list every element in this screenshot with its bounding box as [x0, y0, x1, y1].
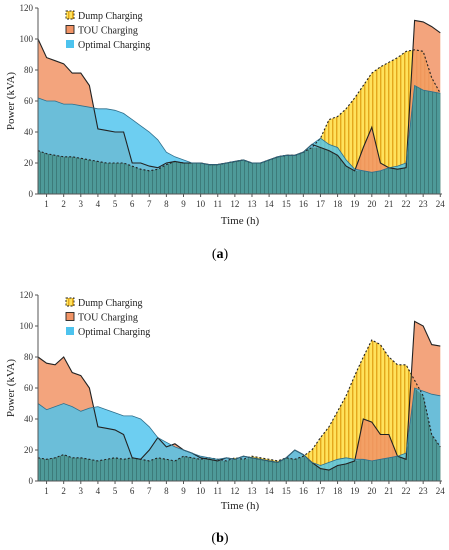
- legend-optimal-charging: Optimal Charging: [66, 327, 150, 338]
- y-tick-label: 120: [20, 290, 34, 300]
- x-tick-label: 3: [79, 486, 84, 496]
- legend-swatch: [66, 327, 74, 335]
- x-tick-label: 11: [213, 199, 222, 209]
- y-tick-label: 40: [24, 414, 34, 424]
- x-tick-label: 1: [44, 486, 49, 496]
- panel-label: (a): [212, 247, 229, 262]
- legend-tou-charging: TOU Charging: [65, 312, 138, 324]
- x-tick-label: 19: [350, 486, 360, 496]
- x-tick-label: 7: [147, 199, 152, 209]
- panel-label: (b): [211, 531, 228, 546]
- legend-label: TOU Charging: [78, 313, 138, 324]
- x-tick-label: 16: [299, 199, 309, 209]
- x-tick-label: 13: [247, 486, 257, 496]
- dump-charging-line: [37, 339, 441, 462]
- x-tick-label: 11: [213, 486, 222, 496]
- optimal-charging-line: [37, 84, 441, 173]
- common-load-area: [38, 85, 441, 194]
- x-tick-label: 4: [96, 486, 101, 496]
- x-tick-label: 12: [230, 486, 239, 496]
- legend-label: TOU Charging: [78, 26, 138, 37]
- x-tick-label: 15: [282, 199, 292, 209]
- y-tick-label: 60: [24, 96, 34, 106]
- legend-label: Optimal Charging: [78, 327, 150, 338]
- y-tick-label: 20: [24, 445, 34, 455]
- y-axis-title: Power (kVA): [5, 72, 17, 130]
- x-tick-label: 14: [265, 199, 275, 209]
- x-tick-label: 16: [299, 486, 309, 496]
- x-tick-label: 20: [367, 199, 377, 209]
- x-tick-label: 15: [282, 486, 292, 496]
- x-tick-label: 18: [333, 486, 343, 496]
- x-tick-label: 9: [181, 486, 186, 496]
- x-tick-label: 3: [79, 199, 84, 209]
- legend-label: Optimal Charging: [78, 40, 150, 51]
- x-tick-label: 21: [384, 486, 393, 496]
- x-tick-label: 22: [402, 486, 411, 496]
- legend-swatch: [66, 40, 74, 48]
- x-tick-label: 5: [113, 486, 118, 496]
- x-tick-label: 8: [164, 486, 169, 496]
- x-tick-label: 9: [181, 199, 186, 209]
- legend-dump-charging: Dump Charging: [65, 10, 143, 22]
- common-load-area: [38, 388, 441, 481]
- x-tick-label: 23: [419, 199, 429, 209]
- x-tick-label: 23: [419, 486, 429, 496]
- x-tick-label: 5: [113, 199, 118, 209]
- legend-dump-charging: Dump Charging: [65, 297, 143, 309]
- x-tick-label: 17: [316, 199, 326, 209]
- x-tick-label: 10: [196, 199, 206, 209]
- legend-label: Dump Charging: [78, 298, 143, 309]
- y-tick-label: 80: [24, 65, 34, 75]
- legend-label: Dump Charging: [78, 11, 143, 22]
- x-tick-label: 18: [333, 199, 343, 209]
- y-axis-title: Power (kVA): [5, 359, 17, 417]
- x-tick-label: 19: [350, 199, 360, 209]
- optimal-charging-area: [38, 388, 441, 481]
- x-tick-label: 13: [247, 199, 257, 209]
- x-tick-label: 2: [61, 199, 66, 209]
- legend-swatch: [65, 10, 75, 20]
- dump-charging-area: [38, 340, 441, 481]
- x-axis-title: Time (h): [221, 500, 260, 512]
- x-tick-label: 12: [230, 199, 239, 209]
- x-axis-title: Time (h): [221, 215, 260, 227]
- y-tick-label: 100: [20, 321, 34, 331]
- x-tick-label: 14: [265, 486, 275, 496]
- legend-swatch: [65, 297, 75, 307]
- y-tick-label: 0: [29, 476, 34, 486]
- y-tick-label: 60: [24, 383, 34, 393]
- x-tick-label: 4: [96, 199, 101, 209]
- x-tick-label: 7: [147, 486, 152, 496]
- y-tick-label: 100: [20, 34, 34, 44]
- x-tick-label: 22: [402, 199, 411, 209]
- x-tick-label: 1: [44, 199, 49, 209]
- y-tick-label: 120: [20, 3, 34, 13]
- x-tick-label: 6: [130, 486, 135, 496]
- x-tick-label: 6: [130, 199, 135, 209]
- x-tick-label: 8: [164, 199, 169, 209]
- legend-swatch: [65, 25, 75, 34]
- optimal-charging-line: [37, 387, 441, 466]
- legend-tou-charging: TOU Charging: [65, 25, 138, 37]
- y-tick-label: 40: [24, 127, 34, 137]
- x-tick-label: 2: [61, 486, 66, 496]
- x-tick-label: 20: [367, 486, 377, 496]
- x-tick-label: 10: [196, 486, 206, 496]
- x-tick-label: 24: [436, 486, 446, 496]
- legend-optimal-charging: Optimal Charging: [66, 40, 150, 51]
- y-tick-label: 80: [24, 352, 34, 362]
- legend-swatch: [65, 312, 75, 321]
- x-tick-label: 24: [436, 199, 446, 209]
- y-tick-label: 0: [29, 189, 34, 199]
- dump-charging-line: [37, 49, 441, 172]
- x-tick-label: 17: [316, 486, 326, 496]
- y-tick-label: 20: [24, 158, 34, 168]
- x-tick-label: 21: [384, 199, 393, 209]
